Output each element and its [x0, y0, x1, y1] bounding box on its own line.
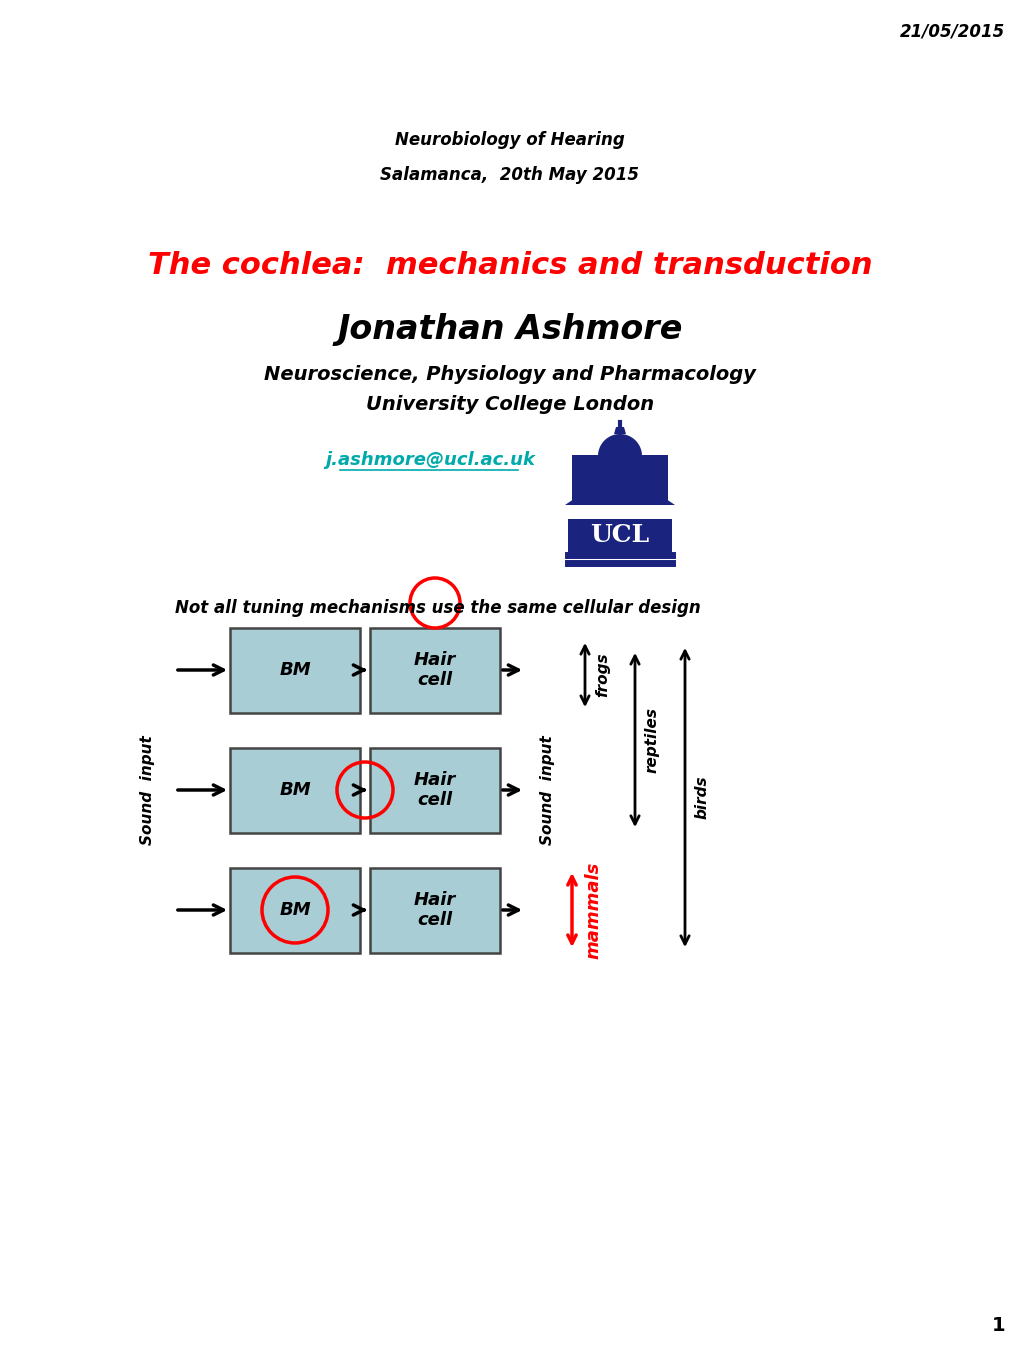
Bar	[568, 520, 672, 555]
Text: The cochlea:  mechanics and transduction: The cochlea: mechanics and transduction	[148, 250, 871, 280]
Text: Sound  input: Sound input	[141, 736, 155, 845]
Text: 1: 1	[990, 1316, 1004, 1336]
Text: Hair
cell: Hair cell	[414, 771, 455, 809]
Text: UCL: UCL	[590, 524, 649, 547]
FancyBboxPatch shape	[229, 748, 360, 832]
Text: Hair
cell: Hair cell	[414, 891, 455, 929]
Text: 21/05/2015: 21/05/2015	[899, 22, 1004, 39]
Polygon shape	[613, 427, 626, 434]
Bar	[572, 456, 667, 505]
Polygon shape	[597, 434, 641, 456]
FancyBboxPatch shape	[229, 868, 360, 952]
Polygon shape	[589, 456, 649, 468]
Text: mammals: mammals	[584, 861, 601, 959]
Text: BM: BM	[279, 661, 311, 679]
Text: reptiles: reptiles	[644, 707, 659, 772]
Text: frogs: frogs	[594, 653, 609, 698]
FancyBboxPatch shape	[370, 868, 499, 952]
Text: Not all tuning mechanisms use the same cellular design: Not all tuning mechanisms use the same c…	[175, 598, 700, 617]
Text: Sound  input: Sound input	[540, 736, 555, 845]
Text: birds: birds	[694, 775, 709, 819]
FancyBboxPatch shape	[370, 627, 499, 713]
Text: University College London: University College London	[366, 396, 653, 415]
FancyBboxPatch shape	[229, 627, 360, 713]
Text: j.ashmore@ucl.ac.uk: j.ashmore@ucl.ac.uk	[325, 452, 535, 469]
Polygon shape	[565, 468, 675, 505]
Text: Hair
cell: Hair cell	[414, 650, 455, 690]
Text: Neuroscience, Physiology and Pharmacology: Neuroscience, Physiology and Pharmacolog…	[264, 366, 755, 385]
Text: BM: BM	[279, 900, 311, 919]
Text: BM: BM	[279, 781, 311, 800]
Text: Neurobiology of Hearing: Neurobiology of Hearing	[394, 131, 625, 150]
Text: Salamanca,  20th May 2015: Salamanca, 20th May 2015	[380, 166, 639, 184]
Text: Jonathan Ashmore: Jonathan Ashmore	[337, 314, 682, 347]
FancyBboxPatch shape	[370, 748, 499, 832]
